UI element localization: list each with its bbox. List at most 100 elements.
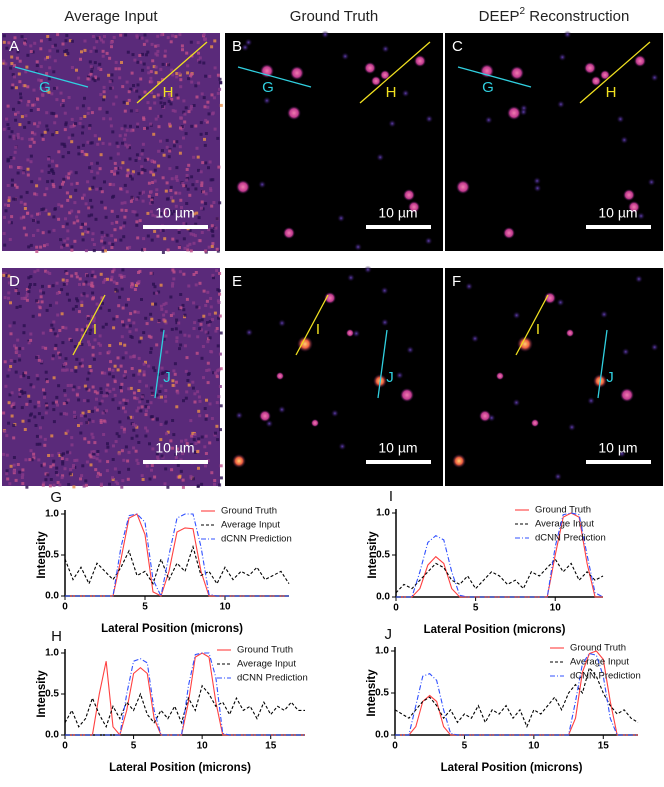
noise [194, 124, 198, 128]
noise [17, 101, 21, 105]
noise [162, 153, 166, 157]
noise [108, 241, 112, 245]
y-tick-label: 0.5 [45, 689, 59, 700]
noise [189, 74, 193, 78]
noise [37, 412, 41, 416]
noise [201, 207, 205, 211]
noise [75, 68, 78, 72]
noise [188, 193, 192, 197]
noise [169, 40, 173, 44]
noise [15, 185, 19, 189]
noise [26, 158, 30, 162]
noise [189, 249, 193, 253]
noise [205, 299, 209, 303]
noise [12, 107, 15, 111]
noise [159, 101, 163, 105]
series-line [64, 684, 305, 729]
noise [6, 374, 10, 378]
noise [96, 475, 100, 478]
noise [190, 175, 194, 179]
noise [57, 452, 61, 455]
noise [211, 318, 214, 322]
noise [92, 243, 96, 246]
noise [49, 465, 53, 469]
noise [48, 484, 52, 488]
noise [201, 161, 205, 165]
noise [113, 161, 117, 165]
noise [203, 445, 207, 449]
noise [130, 285, 134, 289]
noise [93, 406, 97, 410]
noise [70, 117, 74, 121]
noise [32, 385, 36, 389]
noise [159, 33, 163, 37]
noise [197, 306, 201, 310]
noise [44, 472, 48, 476]
noise [157, 125, 161, 129]
noise [177, 321, 181, 325]
noise [65, 401, 69, 405]
y-axis-label: Intensity [36, 670, 48, 718]
noise [106, 445, 110, 449]
dim-spot [388, 119, 397, 128]
noise [59, 91, 63, 95]
noise [148, 442, 151, 446]
noise [215, 327, 219, 330]
noise [53, 86, 56, 90]
noise [92, 357, 96, 361]
noise [103, 278, 107, 282]
noise [92, 324, 96, 328]
noise [52, 171, 56, 175]
noise [163, 208, 167, 212]
noise [42, 481, 46, 485]
noise [67, 136, 71, 140]
noise [200, 231, 204, 234]
noise [20, 35, 24, 39]
noise [48, 272, 52, 275]
noise [192, 212, 196, 216]
noise [197, 58, 200, 62]
bead [400, 388, 414, 402]
noise [134, 424, 138, 428]
noise [141, 142, 145, 146]
noise [178, 145, 182, 149]
noise [184, 184, 188, 188]
noise [31, 103, 35, 107]
bead [290, 66, 304, 80]
noise [148, 477, 152, 481]
x-tick-label: 10 [197, 741, 209, 752]
noise [184, 222, 188, 226]
noise [164, 321, 168, 325]
noise [116, 368, 120, 372]
noise [129, 335, 133, 338]
noise [111, 458, 115, 461]
noise [149, 350, 153, 354]
noise [95, 302, 99, 306]
noise [210, 245, 214, 248]
noise [12, 134, 16, 138]
noise [28, 458, 32, 462]
noise [33, 405, 37, 409]
noise [216, 438, 220, 442]
noise [179, 343, 183, 347]
noise [40, 359, 43, 363]
noise [29, 275, 33, 279]
noise [163, 54, 167, 58]
noise [175, 405, 179, 409]
noise [169, 102, 173, 106]
noise [149, 401, 153, 405]
noise [163, 211, 167, 215]
noise [55, 98, 59, 102]
noise [189, 443, 193, 447]
noise [119, 364, 123, 368]
noise [45, 406, 49, 410]
noise [190, 80, 194, 84]
profile-line [72, 294, 106, 356]
noise [57, 217, 61, 221]
noise [16, 132, 20, 136]
noise [43, 392, 47, 396]
noise [165, 181, 169, 185]
noise [184, 438, 188, 442]
noise [6, 123, 10, 127]
noise [165, 138, 169, 142]
